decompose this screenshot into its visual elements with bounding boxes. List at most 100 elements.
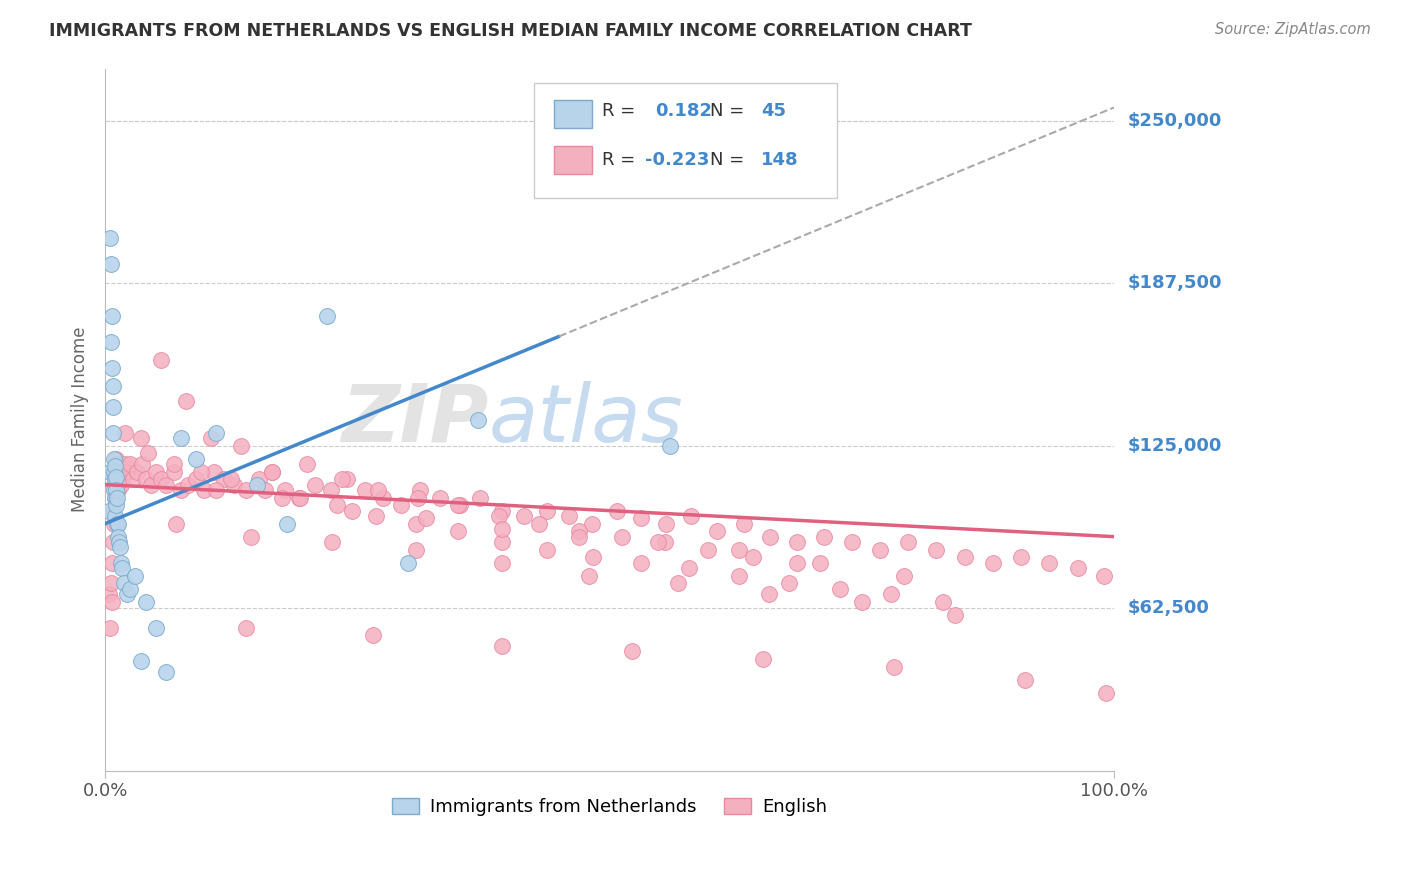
Point xyxy=(527,516,550,531)
Point xyxy=(513,508,536,523)
Point xyxy=(659,439,682,453)
Point xyxy=(697,542,720,557)
Point xyxy=(415,511,437,525)
Point xyxy=(759,530,782,544)
Point xyxy=(253,483,276,497)
Point xyxy=(200,431,222,445)
Point xyxy=(883,659,905,673)
Point xyxy=(449,499,471,513)
Point xyxy=(163,465,186,479)
Point xyxy=(706,524,728,539)
Point xyxy=(163,457,186,471)
Point xyxy=(193,483,215,497)
Point xyxy=(101,556,124,570)
Point xyxy=(111,465,134,479)
Point xyxy=(630,556,652,570)
Point xyxy=(678,561,700,575)
Legend: Immigrants from Netherlands, English: Immigrants from Netherlands, English xyxy=(384,789,835,825)
Point xyxy=(288,491,311,505)
Point xyxy=(105,483,128,497)
Point xyxy=(491,534,513,549)
Point xyxy=(155,665,177,679)
Point xyxy=(1095,686,1118,700)
Point xyxy=(103,483,125,497)
Point xyxy=(581,516,603,531)
Point xyxy=(447,499,470,513)
Point xyxy=(342,503,364,517)
Point xyxy=(1014,673,1036,687)
Point xyxy=(893,568,915,582)
Point xyxy=(103,534,125,549)
Point xyxy=(666,576,689,591)
Point xyxy=(101,309,124,323)
Point xyxy=(260,465,283,479)
Point xyxy=(245,477,267,491)
Point xyxy=(488,508,510,523)
Point xyxy=(467,412,489,426)
Text: -0.223: -0.223 xyxy=(645,151,709,169)
Point xyxy=(813,530,835,544)
Point xyxy=(103,425,125,440)
Point xyxy=(786,534,808,549)
Point xyxy=(184,451,207,466)
Point xyxy=(98,587,121,601)
Point xyxy=(107,465,129,479)
FancyBboxPatch shape xyxy=(554,100,592,128)
Point xyxy=(105,483,128,497)
Point xyxy=(536,542,558,557)
Point xyxy=(389,499,412,513)
Point xyxy=(733,516,755,531)
Point xyxy=(104,472,127,486)
Point xyxy=(120,457,142,471)
Point xyxy=(396,556,419,570)
Point xyxy=(361,628,384,642)
Point xyxy=(104,508,127,523)
Point xyxy=(131,457,153,471)
Point xyxy=(149,472,172,486)
Point xyxy=(321,534,343,549)
Point xyxy=(808,556,831,570)
Text: N =: N = xyxy=(710,102,745,120)
Point xyxy=(103,465,125,479)
Point xyxy=(107,483,129,497)
Point xyxy=(330,472,353,486)
Point xyxy=(105,499,128,513)
Point xyxy=(778,576,800,591)
Point xyxy=(139,477,162,491)
Text: $187,500: $187,500 xyxy=(1128,274,1222,292)
Text: N =: N = xyxy=(710,151,745,169)
Point xyxy=(235,483,257,497)
Point xyxy=(606,503,628,517)
Point xyxy=(304,477,326,491)
Point xyxy=(897,534,920,549)
Point xyxy=(108,534,131,549)
Point xyxy=(100,334,122,349)
Point xyxy=(869,542,891,557)
Point xyxy=(470,491,492,505)
Point xyxy=(112,576,135,591)
Point xyxy=(367,483,389,497)
Point xyxy=(447,524,470,539)
Point xyxy=(405,516,427,531)
Point xyxy=(364,508,387,523)
Text: 45: 45 xyxy=(761,102,786,120)
Point xyxy=(127,465,149,479)
Point xyxy=(145,621,167,635)
Point xyxy=(117,465,139,479)
Point xyxy=(110,556,132,570)
Point xyxy=(103,503,125,517)
Point xyxy=(174,394,197,409)
Point xyxy=(943,607,966,622)
Point xyxy=(105,516,128,531)
Point xyxy=(491,556,513,570)
Point xyxy=(681,508,703,523)
Point xyxy=(610,530,633,544)
Point xyxy=(120,582,142,596)
Point xyxy=(105,483,128,497)
Point xyxy=(336,472,359,486)
Text: 148: 148 xyxy=(761,151,799,169)
Point xyxy=(981,556,1004,570)
Point xyxy=(103,477,125,491)
Point xyxy=(114,425,136,440)
Point xyxy=(260,465,283,479)
